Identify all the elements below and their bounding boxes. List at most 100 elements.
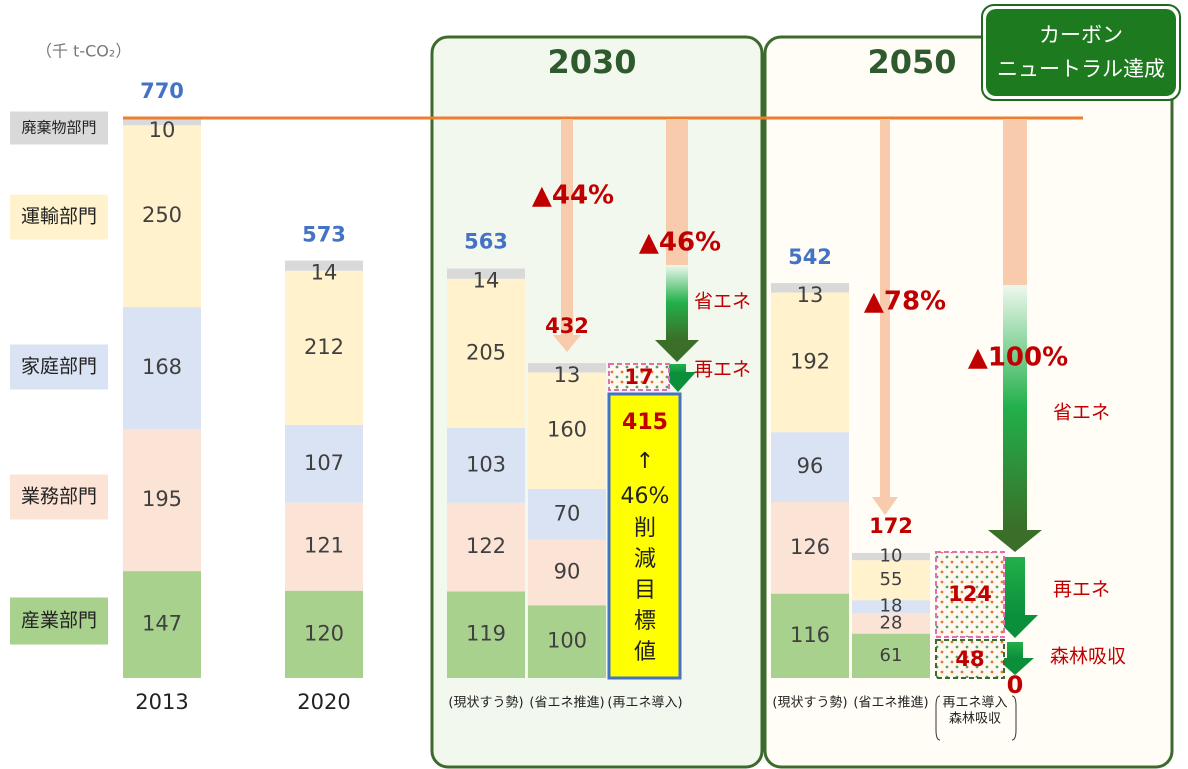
segment-label: 13 xyxy=(797,283,824,307)
segment xyxy=(447,278,525,428)
segment xyxy=(771,593,849,678)
segment xyxy=(771,432,849,502)
segment-label: 90 xyxy=(554,560,581,584)
reduction: ▲100% xyxy=(968,343,1068,373)
segment xyxy=(528,605,606,678)
column-label: (省エネ推進) xyxy=(853,696,928,711)
segment xyxy=(123,571,201,678)
total-label: 432 xyxy=(545,314,589,338)
renewable-label: 17 xyxy=(624,365,653,389)
target-text: 目 xyxy=(634,578,656,603)
reduction: ▲78% xyxy=(864,287,946,317)
segment xyxy=(771,283,849,293)
badge-text: ニュートラル達成 xyxy=(997,57,1165,81)
forest-box xyxy=(935,639,1005,679)
segment xyxy=(447,268,525,279)
total-label: 542 xyxy=(788,245,832,269)
target-text: ↑ xyxy=(636,449,654,474)
sector-label: 家庭部門 xyxy=(21,356,97,378)
segment xyxy=(447,502,525,592)
segment xyxy=(285,502,363,591)
segment-label: 119 xyxy=(466,622,506,646)
segment xyxy=(528,488,606,540)
column-label: 森林吸収 xyxy=(949,712,1001,727)
zero-label: 0 xyxy=(1007,671,1024,699)
segment-label: 55 xyxy=(880,569,903,590)
target-text: 標 xyxy=(634,609,656,634)
segment-label: 13 xyxy=(554,363,581,387)
segment xyxy=(528,363,606,373)
segment-label: 10 xyxy=(149,118,176,142)
segment xyxy=(771,292,849,433)
segment xyxy=(123,125,201,308)
sector-box xyxy=(10,194,108,240)
segment xyxy=(852,560,930,601)
segment-label: 103 xyxy=(466,452,506,476)
reduction: ▲44% xyxy=(532,181,614,211)
segment-label: 126 xyxy=(790,535,830,559)
panel-title: 2050 xyxy=(867,43,956,81)
target-value: 415 xyxy=(622,410,668,435)
segment-label: 18 xyxy=(880,596,903,617)
segment-label: 14 xyxy=(473,269,500,293)
target-box xyxy=(607,392,682,680)
segment-label: 195 xyxy=(142,487,182,511)
total-label: 573 xyxy=(302,222,346,246)
sector-label: 廃棄物部門 xyxy=(21,119,96,137)
measure: 省エネ xyxy=(1053,402,1110,424)
segment-label: 96 xyxy=(797,454,824,478)
column-label: (現状すう勢) xyxy=(448,696,523,711)
sector-box xyxy=(10,474,108,520)
sector-label: 業務部門 xyxy=(21,486,97,508)
segment-label: 10 xyxy=(880,546,903,567)
column-label: (現状すう勢) xyxy=(772,696,847,711)
segment-label: 107 xyxy=(304,451,344,475)
segment xyxy=(771,502,849,594)
segment xyxy=(447,427,525,503)
renewable-box xyxy=(935,551,1005,638)
segment-label: 61 xyxy=(880,645,903,666)
renewable-label: 124 xyxy=(948,582,992,606)
segment xyxy=(123,429,201,572)
total-label: 172 xyxy=(869,514,913,538)
segment-label: 122 xyxy=(466,534,506,558)
segment-label: 121 xyxy=(304,534,344,558)
panel-title: 2030 xyxy=(547,43,636,81)
unit-label: （千 t-CO₂） xyxy=(36,42,131,61)
column-label: 2013 xyxy=(135,690,188,714)
segment-label: 120 xyxy=(304,621,344,645)
column-label: 再エネ導入 xyxy=(942,696,1007,711)
segment-label: 250 xyxy=(142,203,182,227)
segment-label: 28 xyxy=(880,612,903,633)
target-text: 削 xyxy=(634,516,656,541)
segment xyxy=(852,613,930,634)
measure: 省エネ xyxy=(694,291,751,313)
bracket xyxy=(935,695,1017,741)
segment-label: 100 xyxy=(547,629,587,653)
segment-label: 168 xyxy=(142,355,182,379)
forest-label: 48 xyxy=(955,647,984,671)
segment xyxy=(123,118,201,126)
segment xyxy=(852,633,930,678)
segment xyxy=(528,372,606,489)
column-label: (省エネ推進) xyxy=(529,696,604,711)
renewable-box xyxy=(608,363,670,391)
segment xyxy=(123,307,201,430)
total-label: 770 xyxy=(140,79,184,103)
target-text: 46% xyxy=(621,484,670,509)
sector-box xyxy=(10,111,108,145)
segment-label: 205 xyxy=(466,340,506,364)
segment-label: 212 xyxy=(304,335,344,359)
measure: 再エネ xyxy=(694,359,751,381)
segment-label: 147 xyxy=(142,612,182,636)
badge xyxy=(986,9,1176,96)
segment xyxy=(528,539,606,606)
segment-label: 160 xyxy=(547,418,587,442)
segment-label: 14 xyxy=(311,261,338,285)
sector-label: 運輸部門 xyxy=(21,206,97,228)
segment-label: 116 xyxy=(790,623,830,647)
badge-text: カーボン xyxy=(1039,23,1123,47)
sector-label: 産業部門 xyxy=(21,610,97,632)
reduction: ▲46% xyxy=(639,228,721,258)
